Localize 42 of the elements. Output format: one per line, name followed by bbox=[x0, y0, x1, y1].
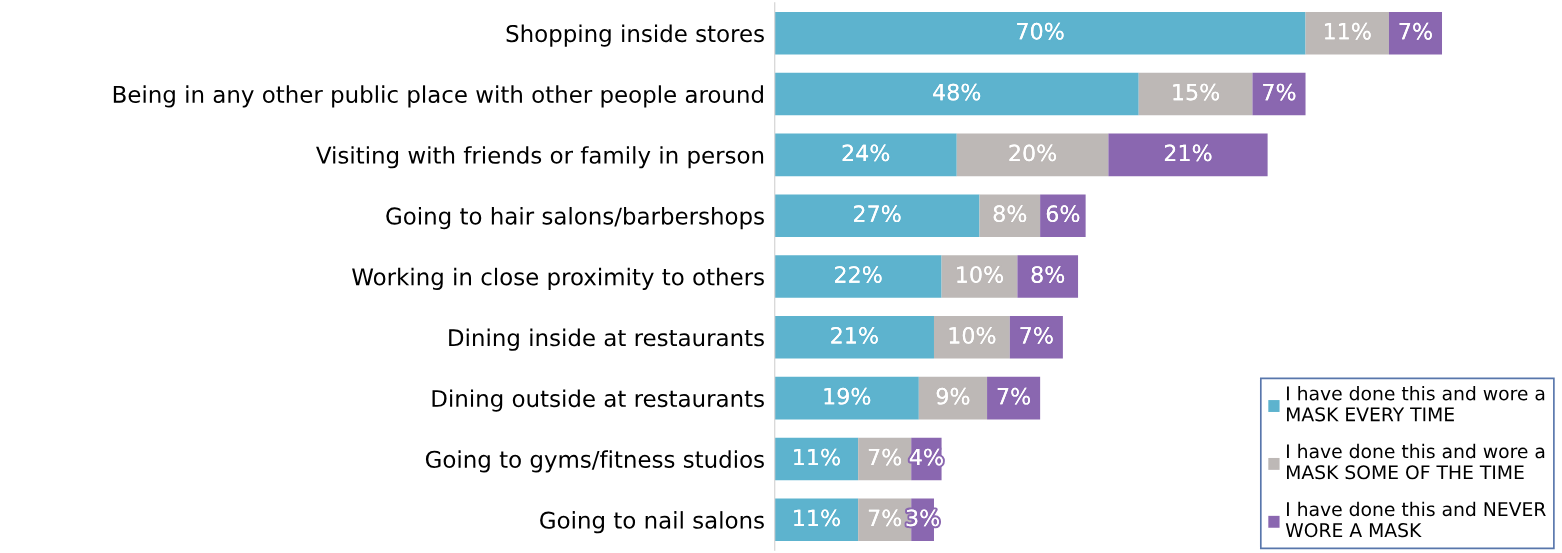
bar bbox=[774, 255, 942, 298]
data-label: 11% bbox=[1324, 22, 1371, 40]
data-label: 8% bbox=[1031, 266, 1065, 283]
data-label: 7% bbox=[1399, 22, 1432, 40]
data-label: 11% bbox=[794, 509, 840, 527]
data-label: 27% bbox=[854, 205, 901, 223]
y-tick-label: Being in any other public place with other people around bbox=[113, 85, 763, 108]
bar bbox=[774, 316, 934, 359]
data-label: 7% bbox=[997, 387, 1030, 405]
data-label: 22% bbox=[835, 266, 882, 283]
legend-label: I have done this and wore a MASK EVERY TIME bbox=[1287, 385, 1545, 422]
data-label: 21% bbox=[831, 326, 878, 344]
legend-label: I have done this and wore a MASK SOME OF THE TIME bbox=[1287, 443, 1545, 480]
y-tick-label: Visiting with friends or family in person bbox=[316, 146, 764, 169]
bar bbox=[774, 72, 1139, 116]
data-label: 11% bbox=[794, 448, 840, 466]
y-tick-label: Working in close proximity to others bbox=[352, 267, 764, 290]
legend-label: I have done this and NEVER WORE A MASK bbox=[1285, 501, 1546, 538]
data-label: 8% bbox=[993, 205, 1027, 223]
data-label: 20% bbox=[1009, 144, 1057, 162]
y-tick-label: Dining outside at restaurants bbox=[432, 389, 764, 412]
data-label: 7% bbox=[1020, 326, 1053, 344]
y-tick-label: Going to hair salons/barbershops bbox=[386, 206, 764, 230]
y-tick-label: Dining inside at restaurants bbox=[449, 328, 764, 351]
data-label: 70% bbox=[1017, 22, 1064, 40]
data-label: 19% bbox=[824, 387, 871, 405]
data-label: 48% bbox=[933, 83, 981, 101]
data-label: 7% bbox=[868, 448, 902, 466]
data-label: 21% bbox=[1164, 144, 1212, 162]
bar bbox=[774, 11, 1306, 55]
data-label: 7% bbox=[1263, 83, 1296, 101]
data-label: 10% bbox=[957, 266, 1003, 283]
data-label: 6% bbox=[1046, 205, 1080, 223]
data-label: 9% bbox=[936, 387, 970, 405]
y-tick-label: Going to gyms/fitness studios bbox=[425, 450, 764, 473]
data-label: 24% bbox=[842, 144, 890, 162]
y-tick-label: Going to nail salons bbox=[540, 511, 764, 534]
y-tick-label: Shopping inside stores bbox=[506, 24, 764, 47]
bar bbox=[774, 194, 980, 237]
data-label: 15% bbox=[1173, 83, 1220, 101]
data-label: 10% bbox=[949, 326, 996, 344]
data-label: 7% bbox=[868, 509, 902, 527]
